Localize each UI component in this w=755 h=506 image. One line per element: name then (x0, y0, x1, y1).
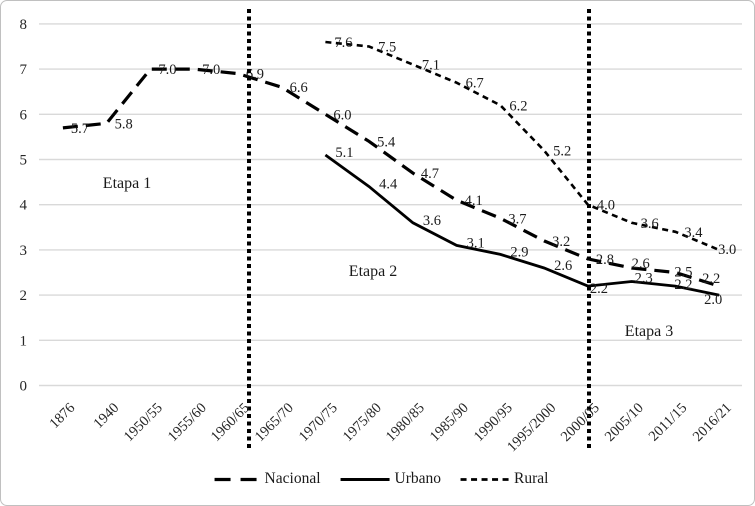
data-label-rural: 6.2 (509, 98, 527, 114)
urbano-solid-line-icon (340, 477, 390, 481)
stage-divider-2 (587, 9, 591, 448)
y-tick-label: 3 (20, 243, 28, 259)
data-label-nacional: 3.7 (508, 211, 526, 227)
data-label-urbano: 2.9 (510, 244, 528, 260)
legend-item-urbano: Urbano (340, 470, 442, 488)
data-label-nacional: 3.2 (552, 234, 570, 250)
data-label-nacional: 2.5 (674, 265, 692, 281)
data-label-rural: 7.6 (334, 35, 352, 51)
data-label-urbano: 5.1 (335, 145, 353, 161)
data-label-nacional: 2.2 (702, 271, 720, 287)
data-label-rural: 3.0 (718, 242, 736, 258)
y-tick-label: 4 (20, 198, 28, 214)
data-label-rural: 3.6 (641, 216, 659, 232)
y-tick-label: 8 (20, 17, 28, 33)
series-line-urbano (324, 153, 720, 297)
stage-label-etapa-2: Etapa 2 (348, 263, 398, 280)
data-label-rural: 5.2 (553, 143, 571, 159)
data-label-urbano: 2.0 (704, 292, 722, 308)
y-tick-label: 6 (20, 107, 28, 123)
y-tick-label: 1 (20, 333, 28, 349)
legend-label-nacional: Nacional (264, 470, 321, 487)
data-label-nacional: 7.0 (158, 62, 176, 78)
data-label-nacional: 6.0 (333, 107, 351, 123)
data-label-rural: 4.0 (597, 198, 615, 214)
stage-label-etapa-1: Etapa 1 (102, 175, 152, 192)
y-tick-label: 2 (20, 288, 28, 304)
data-label-urbano: 2.2 (674, 277, 692, 293)
data-label-nacional: 5.7 (71, 121, 89, 137)
legend: Nacional Urbano Rural (214, 470, 548, 488)
y-tick-label: 5 (20, 153, 28, 169)
data-label-nacional: 5.4 (377, 134, 396, 150)
data-label-nacional: 5.8 (115, 116, 133, 132)
data-label-nacional: 2.6 (632, 256, 650, 272)
legend-label-rural: Rural (514, 470, 549, 487)
legend-item-rural: Rural (460, 470, 548, 488)
data-label-nacional: 6.6 (290, 80, 308, 96)
data-label-nacional: 2.8 (596, 252, 614, 268)
data-label-urbano: 3.1 (467, 235, 485, 251)
stage-divider-1 (247, 9, 251, 448)
data-label-nacional: 7.0 (202, 62, 220, 78)
y-tick-label: 7 (20, 62, 28, 78)
data-label-rural: 7.1 (422, 58, 440, 74)
data-label-urbano: 2.3 (635, 271, 653, 287)
data-label-urbano: 2.6 (554, 258, 572, 274)
data-label-nacional: 4.1 (465, 193, 483, 209)
series-line-rural (325, 40, 720, 252)
data-label-nacional: 4.7 (421, 166, 439, 182)
rural-short-dash-line-icon (461, 477, 510, 481)
nacional-long-dash-line-icon (214, 477, 260, 481)
legend-item-nacional: Nacional (214, 470, 321, 488)
stage-label-etapa-3: Etapa 3 (624, 323, 674, 340)
legend-label-urbano: Urbano (394, 470, 442, 487)
y-tick-label: 0 (20, 379, 28, 395)
data-label-rural: 7.5 (378, 40, 396, 56)
data-label-urbano: 2.2 (590, 281, 608, 297)
data-label-rural: 6.7 (466, 76, 484, 92)
data-label-urbano: 4.4 (379, 177, 398, 193)
data-label-urbano: 3.6 (423, 213, 441, 229)
data-label-rural: 3.4 (684, 225, 703, 241)
series-line-nacional (62, 67, 720, 288)
